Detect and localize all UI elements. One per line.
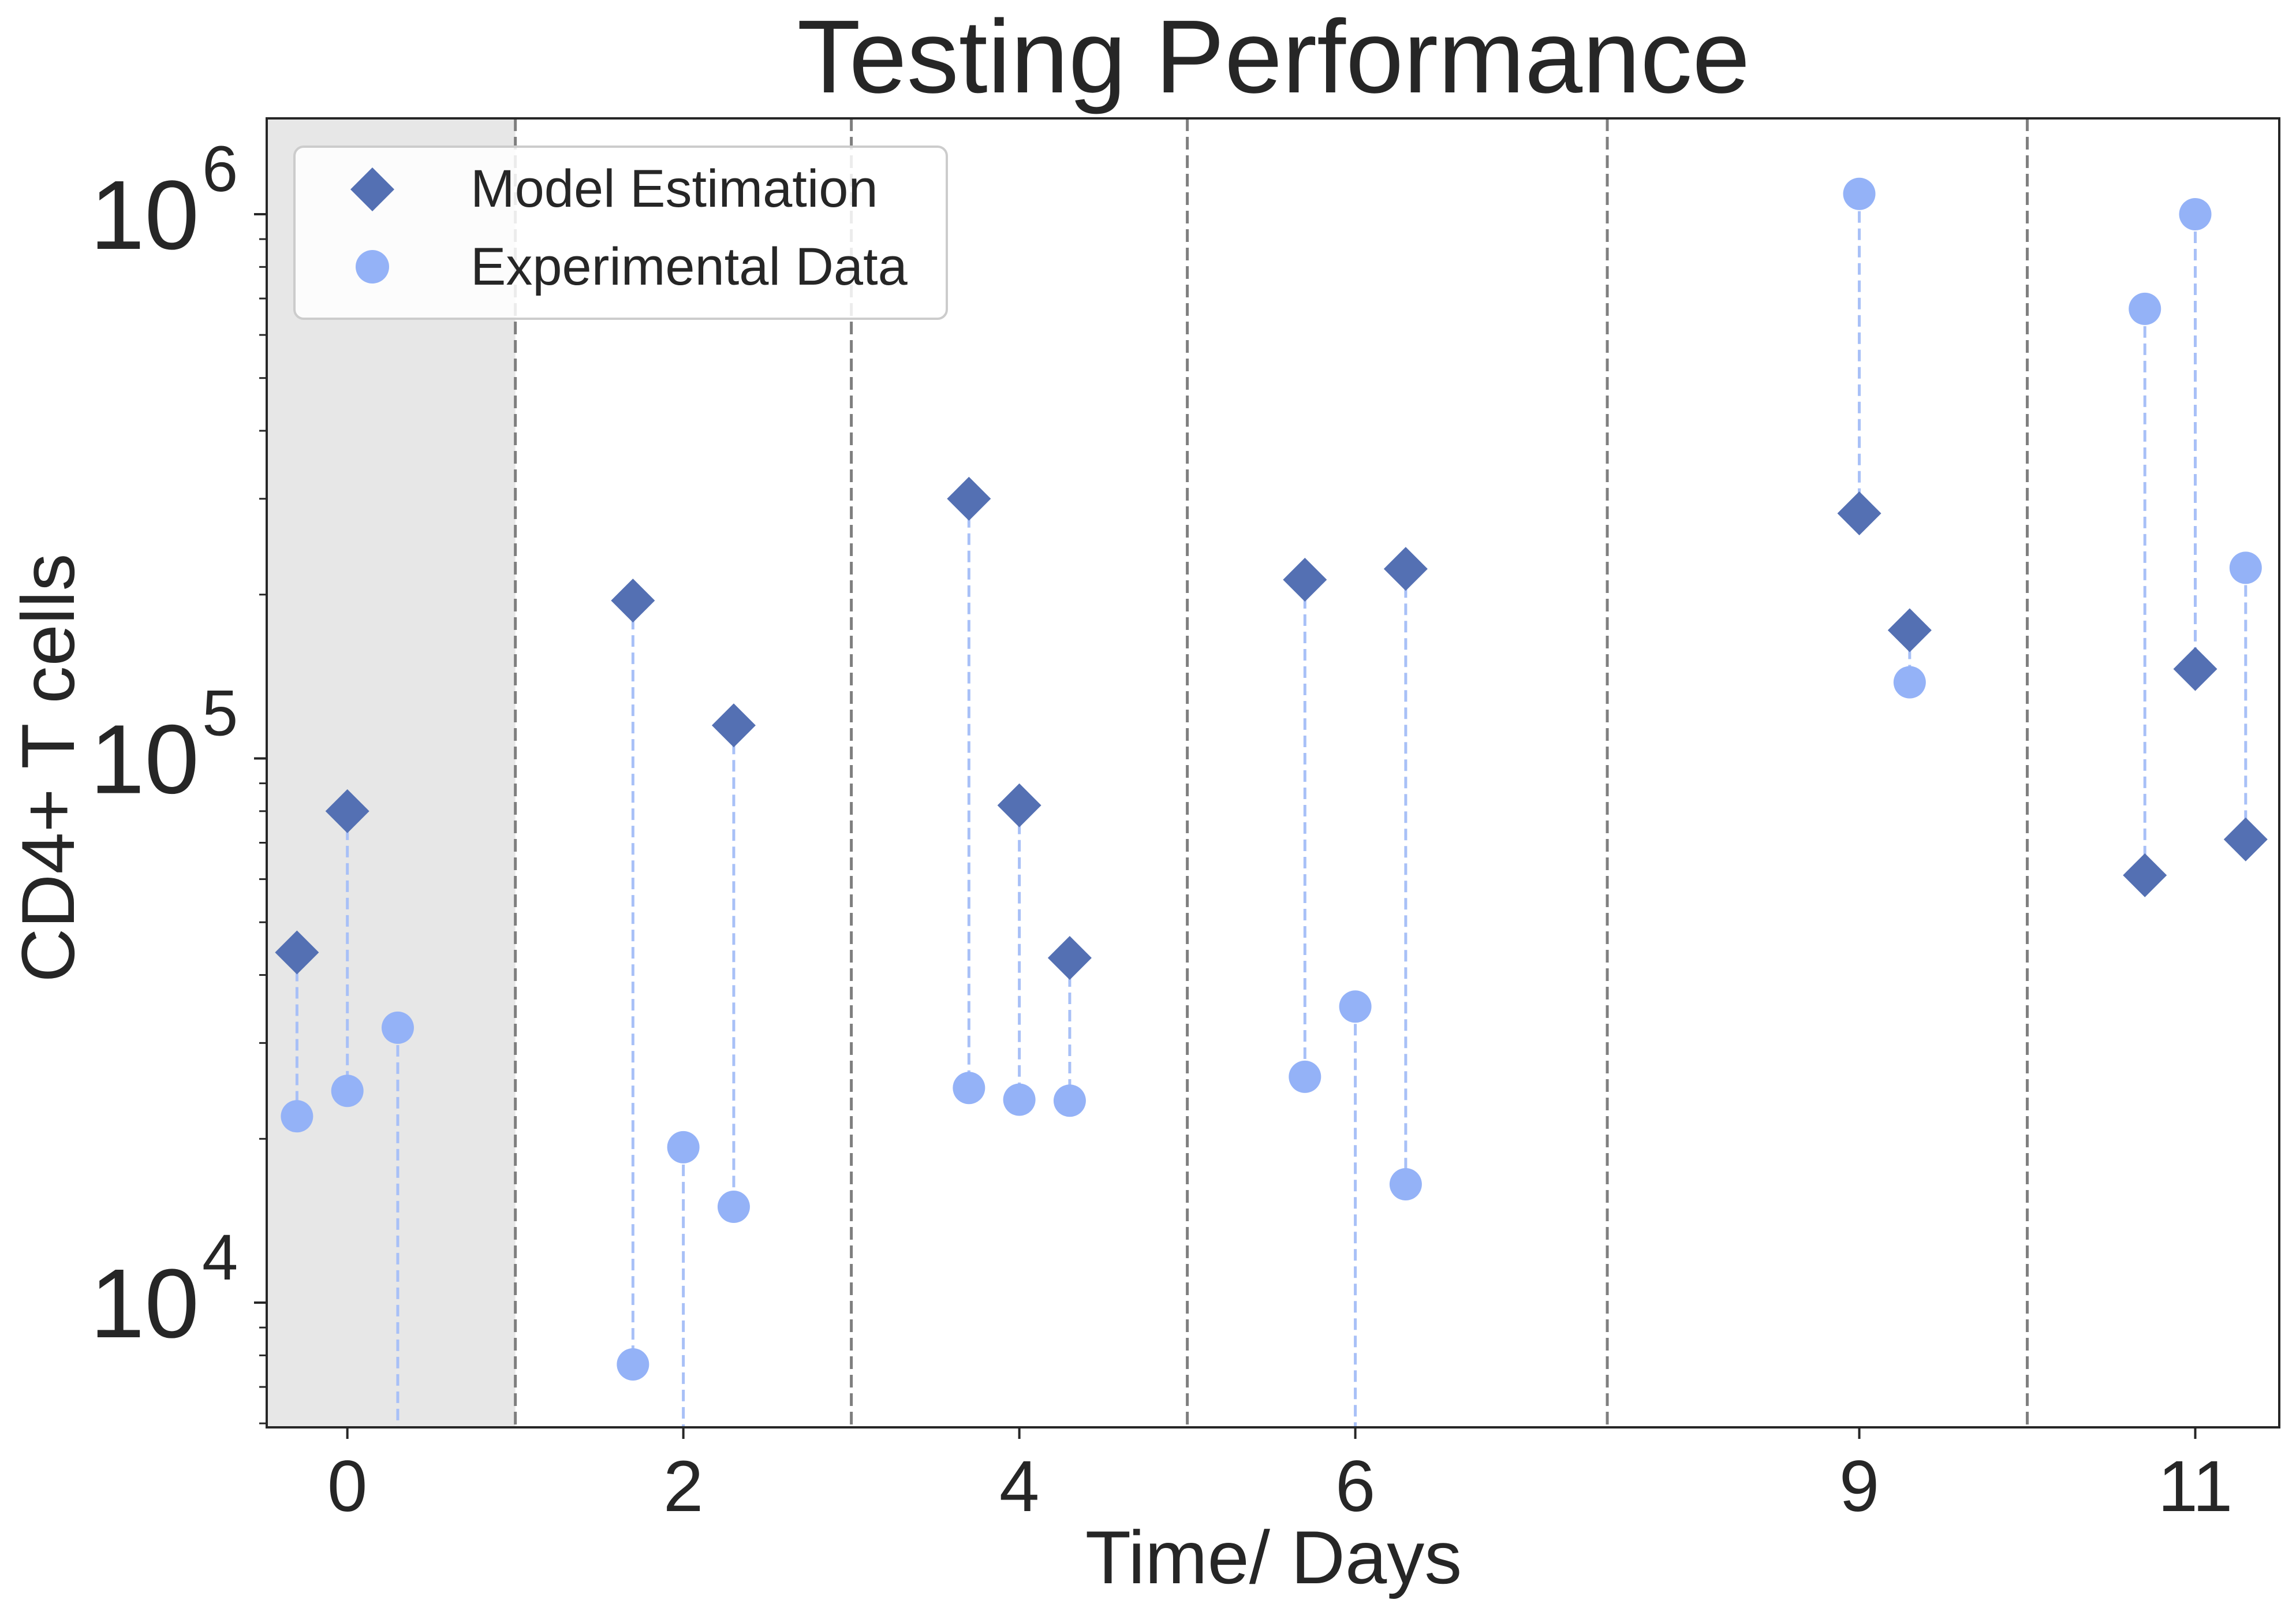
y-axis-label: CD4+ T cells bbox=[6, 554, 90, 983]
experimental-point bbox=[667, 1131, 700, 1163]
model-point bbox=[1837, 491, 1881, 536]
model-point bbox=[1887, 608, 1932, 652]
x-tick-label: 0 bbox=[327, 1446, 368, 1527]
legend-box bbox=[293, 146, 948, 320]
y-tick-label-exponent: 4 bbox=[202, 1221, 238, 1293]
experimental-point bbox=[1003, 1083, 1036, 1116]
model-point bbox=[2123, 853, 2167, 897]
model-point bbox=[1283, 557, 1327, 602]
model-point bbox=[611, 579, 655, 623]
experimental-point bbox=[617, 1348, 649, 1381]
experimental-point bbox=[281, 1100, 313, 1133]
legend: Model Estimation Experimental Data bbox=[293, 146, 948, 320]
x-axis-label: Time/ Days bbox=[1085, 1515, 1462, 1599]
x-tick-label: 4 bbox=[999, 1446, 1040, 1527]
legend-circle-icon bbox=[356, 250, 389, 284]
experimental-point bbox=[953, 1072, 985, 1105]
experimental-point bbox=[1893, 666, 1926, 699]
y-tick-label-exponent: 6 bbox=[202, 133, 238, 205]
shaded-region bbox=[267, 118, 516, 1427]
plot-frame bbox=[266, 117, 2280, 1428]
x-tick-label: 11 bbox=[2158, 1446, 2233, 1527]
model-point bbox=[2173, 647, 2217, 691]
model-point bbox=[947, 476, 991, 521]
legend-diamond-icon bbox=[350, 167, 394, 211]
experimental-point bbox=[1289, 1060, 1321, 1093]
model-point bbox=[997, 783, 1041, 827]
connector-lines bbox=[295, 193, 2248, 1427]
model-point bbox=[325, 789, 369, 833]
experimental-points bbox=[281, 177, 2262, 1381]
x-tick-label: 2 bbox=[663, 1446, 704, 1527]
legend-label-experimental: Experimental Data bbox=[471, 237, 908, 296]
experimental-point bbox=[381, 1011, 414, 1044]
experimental-point bbox=[331, 1075, 364, 1107]
experimental-point bbox=[1339, 990, 1372, 1023]
day-separators bbox=[514, 118, 2029, 1427]
experimental-point bbox=[717, 1191, 750, 1224]
experimental-point bbox=[1843, 177, 1876, 210]
experimental-point bbox=[2229, 551, 2262, 584]
model-point bbox=[711, 703, 756, 748]
y-tick-label-exponent: 5 bbox=[202, 677, 238, 749]
model-point bbox=[1047, 935, 1092, 980]
x-tick-label: 6 bbox=[1335, 1446, 1376, 1527]
x-tick-label: 9 bbox=[1839, 1446, 1880, 1527]
model-point bbox=[275, 930, 319, 975]
y-tick-label: 10 bbox=[90, 161, 199, 270]
x-axis-ticks: 0 2 4 6 9 11 bbox=[327, 1427, 2232, 1527]
y-minor-ticks bbox=[259, 238, 267, 1424]
model-points bbox=[275, 476, 2268, 980]
y-tick-label: 10 bbox=[90, 704, 199, 814]
experimental-point bbox=[1389, 1168, 1422, 1201]
experimental-point bbox=[2179, 197, 2212, 230]
model-point bbox=[2223, 817, 2268, 861]
y-tick-label: 10 bbox=[90, 1249, 199, 1359]
experimental-point bbox=[1053, 1084, 1086, 1117]
legend-label-model: Model Estimation bbox=[471, 159, 878, 218]
chart-title: Testing Performance bbox=[797, 0, 1750, 115]
model-point bbox=[1383, 547, 1428, 591]
experimental-point bbox=[2129, 292, 2161, 325]
